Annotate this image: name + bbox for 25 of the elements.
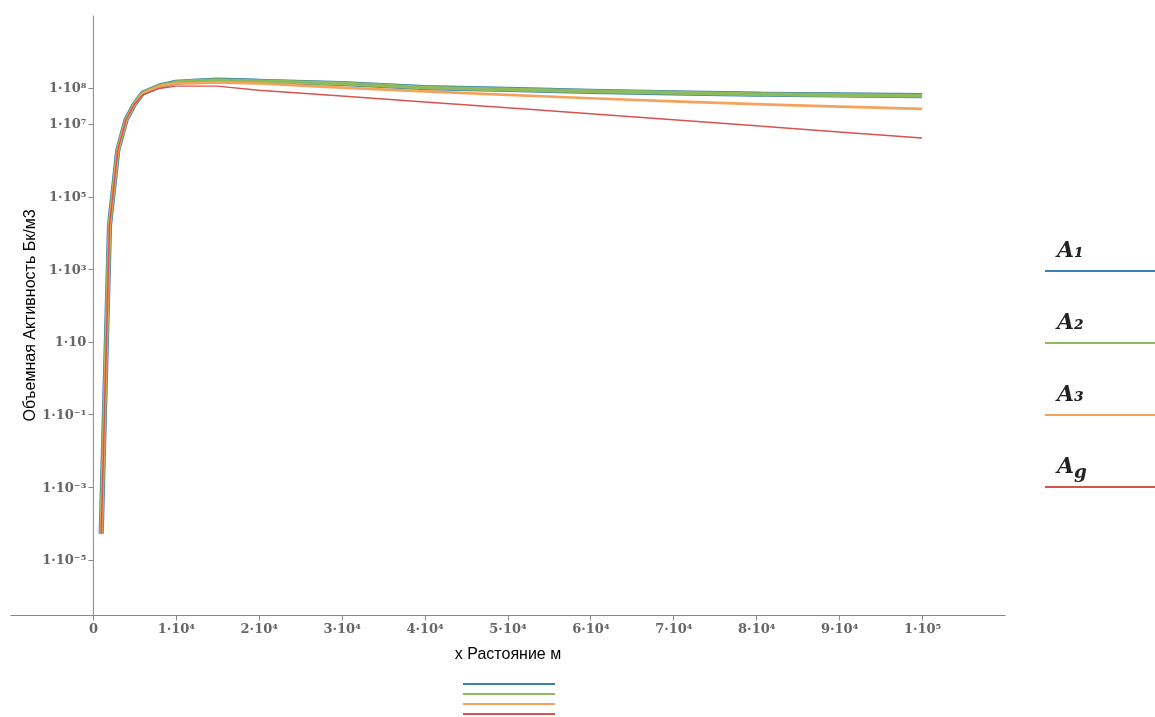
x-tick-label: 6·10⁴ <box>572 620 610 636</box>
y-tick-label: 1·10⁻³ <box>42 479 87 495</box>
y-tick-label: 1·10⁷ <box>49 116 87 132</box>
text: A₁ <box>1054 236 1085 264</box>
y-tick-label: 1·10⁻⁵ <box>42 552 87 568</box>
text: A$_{g}$ <box>1054 452 1088 483</box>
x-tick-label: 9·10⁴ <box>820 620 859 636</box>
x-tick-label: 7·10⁴ <box>655 620 693 636</box>
x-tick-label: 8·10⁴ <box>738 620 776 636</box>
y-tick-label: 1·10 <box>54 334 87 350</box>
x-tick-label: 4·10⁴ <box>406 620 445 636</box>
x-tick-label: 3·10⁴ <box>323 620 362 636</box>
x-tick-label: 5·10⁴ <box>489 620 527 636</box>
x-axis-title: x Растояние м <box>454 644 562 662</box>
x-tick-label: 0 <box>88 620 98 636</box>
x-tick-label: 1·10⁴ <box>157 620 196 636</box>
y-tick-label: 1·10⁻¹ <box>42 406 87 422</box>
y-tick-label: 1·10³ <box>49 261 87 277</box>
x-tick-label: 1·10⁵ <box>903 620 942 636</box>
y-axis-title: Объемная Активность Бк/м3 <box>21 209 39 422</box>
x-tick-label: 2·10⁴ <box>240 620 279 636</box>
text: A₂ <box>1054 308 1085 336</box>
y-tick-label: 1·10⁸ <box>49 80 87 96</box>
y-tick-label: 1·10⁵ <box>49 189 87 205</box>
text: A₃ <box>1054 380 1085 408</box>
